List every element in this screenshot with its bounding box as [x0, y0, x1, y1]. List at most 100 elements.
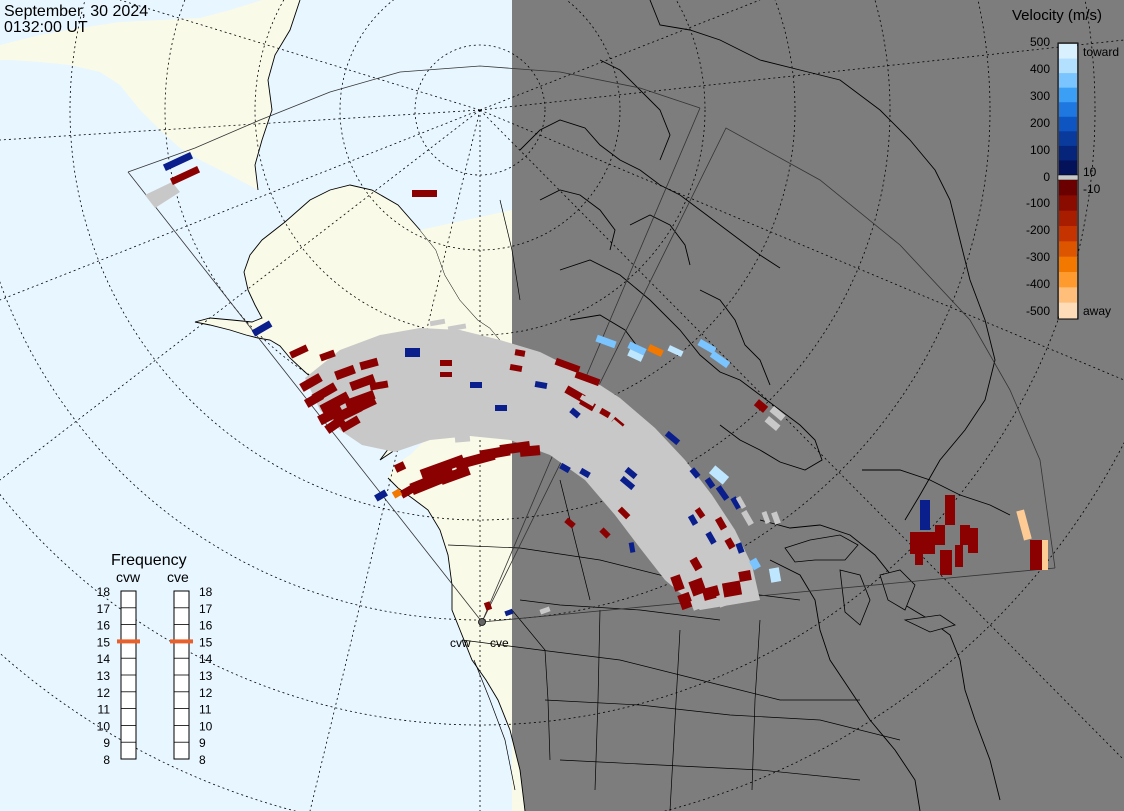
frequency-tick-label-left: 12 [97, 686, 111, 700]
header-date: September, 30 2024 [4, 3, 148, 20]
frequency-selected-cve [170, 639, 193, 644]
velocity-cell [647, 344, 664, 357]
colorbar-segment-away [1059, 180, 1077, 196]
frequency-tick-label-left: 15 [97, 635, 111, 649]
velocity-colorbar: Velocity (m/s) 500 400 300 200 100 10 0 … [1012, 7, 1119, 320]
velocity-cells [162, 151, 1048, 617]
frequency-tick-label-left: 13 [97, 669, 111, 683]
velocity-cell [579, 394, 596, 407]
velocity-cell [1040, 540, 1048, 570]
velocity-cell [319, 391, 351, 415]
colorbar-segment-toward [1059, 145, 1077, 161]
toward-label: toward [1083, 45, 1119, 59]
velocity-cell [353, 395, 377, 414]
velocity-cell [955, 545, 963, 567]
tick-label-minus-10: -10 [1083, 182, 1101, 196]
velocity-cell [419, 454, 466, 480]
velocity-cell [704, 477, 716, 489]
colorbar-segment-toward [1059, 58, 1077, 74]
velocity-cell [495, 405, 507, 411]
velocity-cell [440, 360, 452, 366]
velocity-cell [771, 511, 781, 525]
velocity-cell [940, 550, 952, 575]
velocity-cell [405, 348, 420, 357]
frequency-panel: Frequency cvw cve 18 18 17 17 16 16 15 15 14 14 13… [97, 552, 213, 767]
velocity-cell [627, 349, 644, 362]
velocity-cell [968, 528, 978, 553]
velocity-cell [349, 373, 376, 392]
velocity-cell [624, 466, 638, 480]
velocity-cell [599, 527, 611, 539]
velocity-cell [429, 318, 446, 327]
velocity-cell [715, 485, 730, 501]
velocity-cell [539, 606, 551, 615]
frequency-tick-label-right: 13 [199, 669, 213, 683]
velocity-cell [419, 331, 436, 341]
tick-label-minus-100: -100 [1026, 196, 1050, 210]
velocity-cell [697, 338, 717, 355]
velocity-cell [595, 334, 617, 349]
frequency-tick-label-left: 11 [98, 703, 111, 717]
frequency-tick-label-left: 18 [97, 585, 111, 599]
velocity-cell [701, 585, 721, 601]
velocity-cell [1030, 540, 1042, 570]
frequency-tick-label-left: 9 [103, 736, 110, 750]
frequency-tick-label-right: 9 [199, 736, 206, 750]
tick-label-100: 100 [1030, 143, 1050, 157]
velocity-cell [574, 370, 601, 387]
frequency-tick-label-left: 16 [97, 619, 111, 633]
colorbar-away-segments [1059, 180, 1077, 319]
velocity-cell [404, 428, 416, 438]
frequency-tick-label-right: 18 [199, 585, 213, 599]
velocity-cell [483, 601, 493, 611]
velocity-cell [724, 537, 736, 550]
velocity-cell [617, 506, 631, 520]
colorbar-segment-away [1059, 272, 1077, 288]
frequency-label-cve: cve [167, 569, 189, 585]
velocity-cell [399, 481, 421, 499]
radar-fov-outlines [127, 65, 1056, 623]
frequency-tick-label-right: 14 [199, 652, 213, 666]
colorbar-segment-toward [1059, 87, 1077, 103]
velocity-cell [730, 496, 742, 510]
velocity-scale-title: Velocity (m/s) [1012, 7, 1102, 24]
velocity-cell [640, 434, 658, 451]
western-canada-day [388, 210, 525, 811]
velocity-cell [738, 570, 752, 582]
velocity-cell [393, 461, 407, 473]
frequency-tick-label-left: 17 [97, 602, 111, 616]
frequency-selected-cvw [117, 639, 140, 644]
frequency-title: Frequency [111, 552, 187, 569]
velocity-cell [344, 390, 376, 409]
velocity-cell [689, 556, 703, 572]
colorbar-segment-away [1059, 256, 1077, 273]
colorbar-segment-toward [1059, 102, 1077, 118]
velocity-cell [391, 488, 403, 499]
velocity-cell [667, 345, 684, 357]
velocity-cell [439, 344, 456, 351]
velocity-cell [769, 405, 786, 422]
velocity-cell [705, 531, 717, 545]
colorbar-frame [1057, 42, 1079, 320]
velocity-cell [761, 511, 771, 524]
site-label-cve: cve [490, 636, 509, 650]
frequency-tick-label-left: 14 [97, 652, 111, 666]
tick-label-0: 0 [1043, 170, 1050, 184]
velocity-cell [534, 381, 548, 389]
velocity-cell [514, 349, 526, 357]
velocity-cell [709, 350, 731, 369]
tick-label-minus-400: -400 [1026, 277, 1050, 291]
velocity-cell [359, 357, 379, 371]
velocity-cell [519, 445, 541, 457]
velocity-cell [289, 348, 301, 358]
velocity-cell [564, 517, 576, 529]
velocity-cell [459, 419, 476, 427]
ground-scatter-alaska [145, 182, 180, 208]
velocity-cell [339, 415, 361, 433]
velocity-cell [690, 599, 700, 611]
velocity-cell [670, 574, 685, 592]
velocity-cell [701, 540, 714, 556]
velocity-cell [317, 404, 344, 426]
velocity-cell [559, 462, 571, 474]
